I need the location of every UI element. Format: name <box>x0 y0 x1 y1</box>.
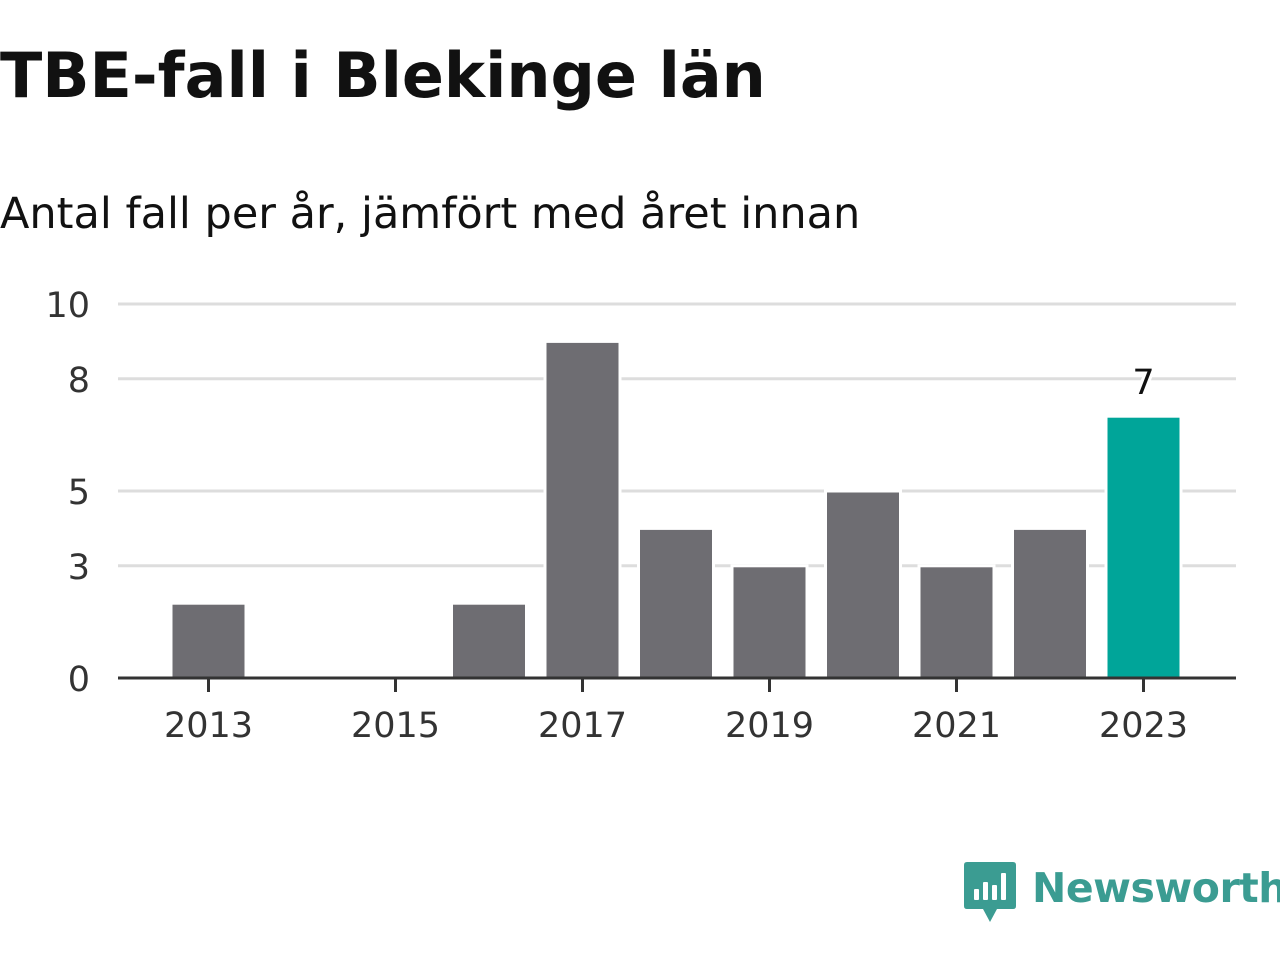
data-label: 7 <box>1132 363 1154 403</box>
y-tick-label: 5 <box>68 473 90 513</box>
x-tick-label: 2023 <box>1099 706 1188 746</box>
y-tick-label: 3 <box>68 548 90 588</box>
axes <box>118 676 1236 692</box>
y-tick-label: 0 <box>68 660 90 700</box>
newsworthy-logo: Newsworthy <box>964 862 1280 926</box>
chart-title: TBE-fall i Blekinge län <box>0 39 766 112</box>
brand-name: Newsworthy <box>1032 864 1280 912</box>
grid-lines <box>118 302 1236 568</box>
x-tick-label: 2013 <box>164 706 253 746</box>
bars <box>169 339 1183 680</box>
x-tick-label: 2019 <box>725 706 814 746</box>
x-tick-label: 2017 <box>538 706 627 746</box>
bar-chart: 0 3 5 8 10 2013 2015 2017 2019 2021 2023 7 <box>45 286 1236 746</box>
x-tick-label: 2021 <box>912 706 1001 746</box>
bar-2021 <box>917 564 996 680</box>
x-tick-label: 2015 <box>351 706 440 746</box>
bar-2020 <box>824 489 902 680</box>
newsworthy-logo-icon <box>964 862 1016 922</box>
bar-2023 <box>1104 414 1183 680</box>
bar-2016 <box>450 601 528 680</box>
bar-2018 <box>637 526 715 680</box>
bar-2019 <box>730 564 809 680</box>
bar-2022 <box>1011 526 1089 680</box>
bar-2013 <box>169 601 248 680</box>
labels: 0 3 5 8 10 2013 2015 2017 2019 2021 2023 7 <box>45 286 1188 746</box>
y-tick-label: 8 <box>68 361 90 401</box>
y-tick-label: 10 <box>45 286 90 326</box>
chart-subtitle: Antal fall per år, jämfört med året inna… <box>0 189 861 239</box>
bar-2017 <box>543 339 622 680</box>
